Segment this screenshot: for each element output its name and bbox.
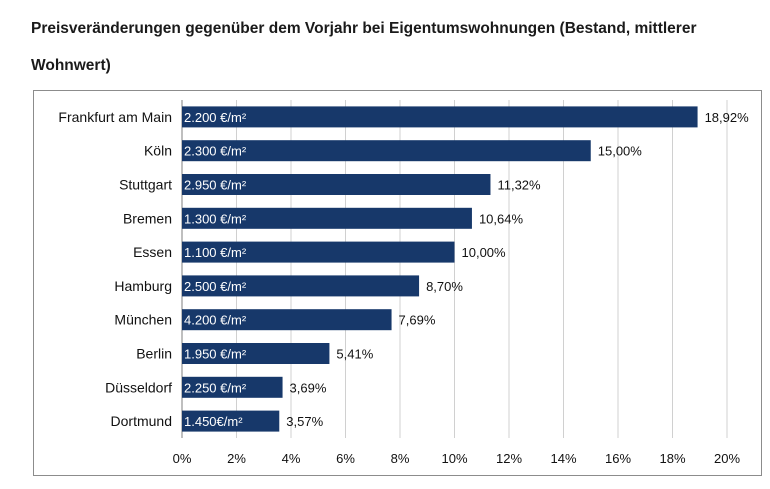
category-label: Essen [133,244,172,260]
labels: 0% 2% 4% 6% 8% 10% 12% 14% 16% 18% 20% Frankfurt am… [58,109,749,466]
bar [182,410,280,432]
price-label: 2.250 €/m² [184,380,247,395]
bar [182,241,455,263]
bar [182,275,420,297]
value-label: 5,41% [336,347,373,362]
bar [182,174,491,195]
x-tick-label: 4% [282,451,301,466]
category-label: Dortmund [111,413,172,429]
x-tick-label: 12% [496,451,522,466]
value-label: 10,00% [462,245,507,260]
price-label: 1.950 €/m² [184,347,247,362]
bar [182,309,392,331]
value-label: 3,69% [290,380,327,395]
price-label: 4.200 €/m² [184,313,247,328]
price-label: 1.450€/m² [184,414,243,429]
price-label: 1.300 €/m² [184,211,247,226]
price-label: 2.200 €/m² [184,110,247,125]
category-label: Bremen [123,210,172,226]
value-label: 3,57% [286,414,323,429]
category-label: Stuttgart [119,177,172,193]
x-tick-label: 2% [227,451,246,466]
bar [182,207,472,229]
category-label: Frankfurt am Main [58,109,172,125]
x-tick-label: 0% [173,451,192,466]
category-label: Köln [144,143,172,159]
bar [182,376,283,398]
x-tick-label: 16% [605,451,631,466]
category-label: Düsseldorf [105,379,172,395]
x-tick-label: 14% [550,451,576,466]
bar [182,106,698,128]
value-label: 11,32% [497,178,541,193]
bars [182,106,698,432]
price-label: 2.500 €/m² [184,279,247,294]
bar [182,343,330,364]
price-label: 2.950 €/m² [184,178,247,193]
value-label: 8,70% [426,279,463,294]
value-label: 15,00% [598,144,643,159]
chart-title: Preisveränderungen gegenüber dem Vorjahr… [31,20,697,74]
price-label: 2.300 €/m² [184,144,247,159]
value-label: 10,64% [479,211,524,226]
category-label: München [114,312,172,328]
bar [182,140,591,162]
category-label: Berlin [136,346,172,362]
price-label: 1.100 €/m² [184,245,247,260]
x-tick-label: 8% [391,451,410,466]
value-label: 7,69% [399,313,436,328]
x-tick-label: 10% [441,451,467,466]
x-tick-label: 20% [714,451,740,466]
value-label: 18,92% [705,110,750,125]
x-tick-label: 6% [336,451,355,466]
chart-frame [33,90,762,476]
category-label: Hamburg [114,278,172,294]
x-tick-label: 18% [659,451,685,466]
